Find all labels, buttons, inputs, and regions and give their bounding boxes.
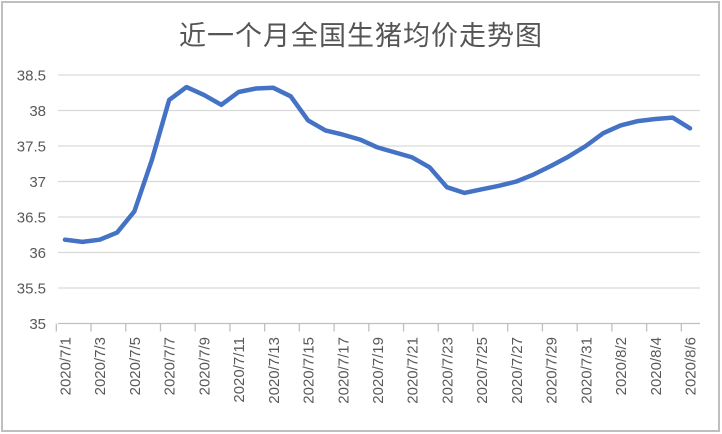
x-axis-label: 2020/8/2 bbox=[613, 337, 630, 395]
chart-title: 近一个月全国生猪均价走势图 bbox=[179, 21, 543, 51]
price-line bbox=[62, 84, 693, 245]
x-axis-label: 2020/7/21 bbox=[405, 337, 422, 404]
x-axis-label: 2020/7/11 bbox=[231, 337, 248, 403]
y-axis-label: 37.5 bbox=[17, 139, 46, 156]
x-axis-label: 2020/7/7 bbox=[162, 337, 179, 395]
x-axis-label: 2020/8/4 bbox=[648, 337, 665, 395]
x-axis-label: 2020/8/6 bbox=[683, 337, 700, 395]
x-axis-label: 2020/7/31 bbox=[578, 337, 595, 404]
x-axis-label: 2020/7/13 bbox=[266, 337, 283, 404]
y-axis-label: 38.5 bbox=[17, 68, 46, 85]
x-axis-label: 2020/7/25 bbox=[474, 337, 491, 404]
y-axis-label: 36 bbox=[29, 245, 46, 262]
x-axis-label: 2020/7/9 bbox=[196, 337, 213, 395]
y-axis-label: 35.5 bbox=[17, 281, 46, 298]
x-axis-label: 2020/7/27 bbox=[509, 337, 526, 404]
y-axis-label: 37 bbox=[29, 174, 46, 191]
x-axis-label: 2020/7/29 bbox=[544, 337, 561, 404]
y-axis-label: 36.5 bbox=[17, 210, 46, 227]
x-axis-label: 2020/7/23 bbox=[439, 337, 456, 404]
x-axis-label: 2020/7/1 bbox=[58, 337, 75, 395]
x-axis-label: 2020/7/15 bbox=[301, 337, 318, 404]
x-axis-label: 2020/7/19 bbox=[370, 337, 387, 404]
y-axis-label: 35 bbox=[29, 316, 46, 333]
x-axis-label: 2020/7/17 bbox=[335, 337, 352, 404]
x-axis-label: 2020/7/3 bbox=[92, 337, 109, 395]
y-axis-label: 38 bbox=[29, 103, 46, 120]
x-axis-label: 2020/7/5 bbox=[127, 337, 144, 395]
